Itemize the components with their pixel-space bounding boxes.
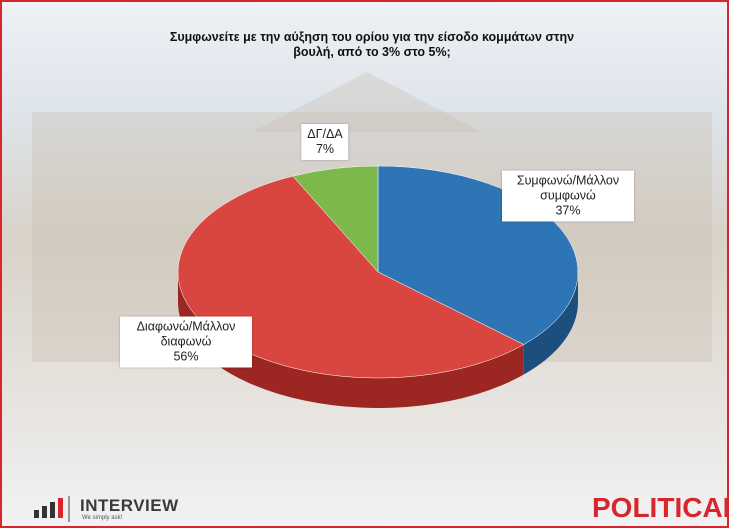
category-label: Διαφωνώ/Μάλλον διαφωνώ: [126, 320, 246, 350]
chart: [2, 2, 727, 526]
logo-text: INTERVIEW: [80, 496, 179, 516]
value-label: 37%: [508, 204, 628, 219]
category-label: ΔΓ/ΔΑ: [307, 127, 342, 142]
value-label: 7%: [307, 142, 342, 157]
page: Συμφωνείτε με την αύξηση του ορίου για τ…: [0, 0, 729, 528]
logo-icon: [34, 496, 74, 522]
logo-tagline: We simply ask!: [82, 515, 122, 521]
category-label: Συμφωνώ/Μάλλον συμφωνώ: [508, 174, 628, 204]
logo-text: POLITICAL: [592, 492, 729, 524]
value-label: 56%: [126, 350, 246, 365]
